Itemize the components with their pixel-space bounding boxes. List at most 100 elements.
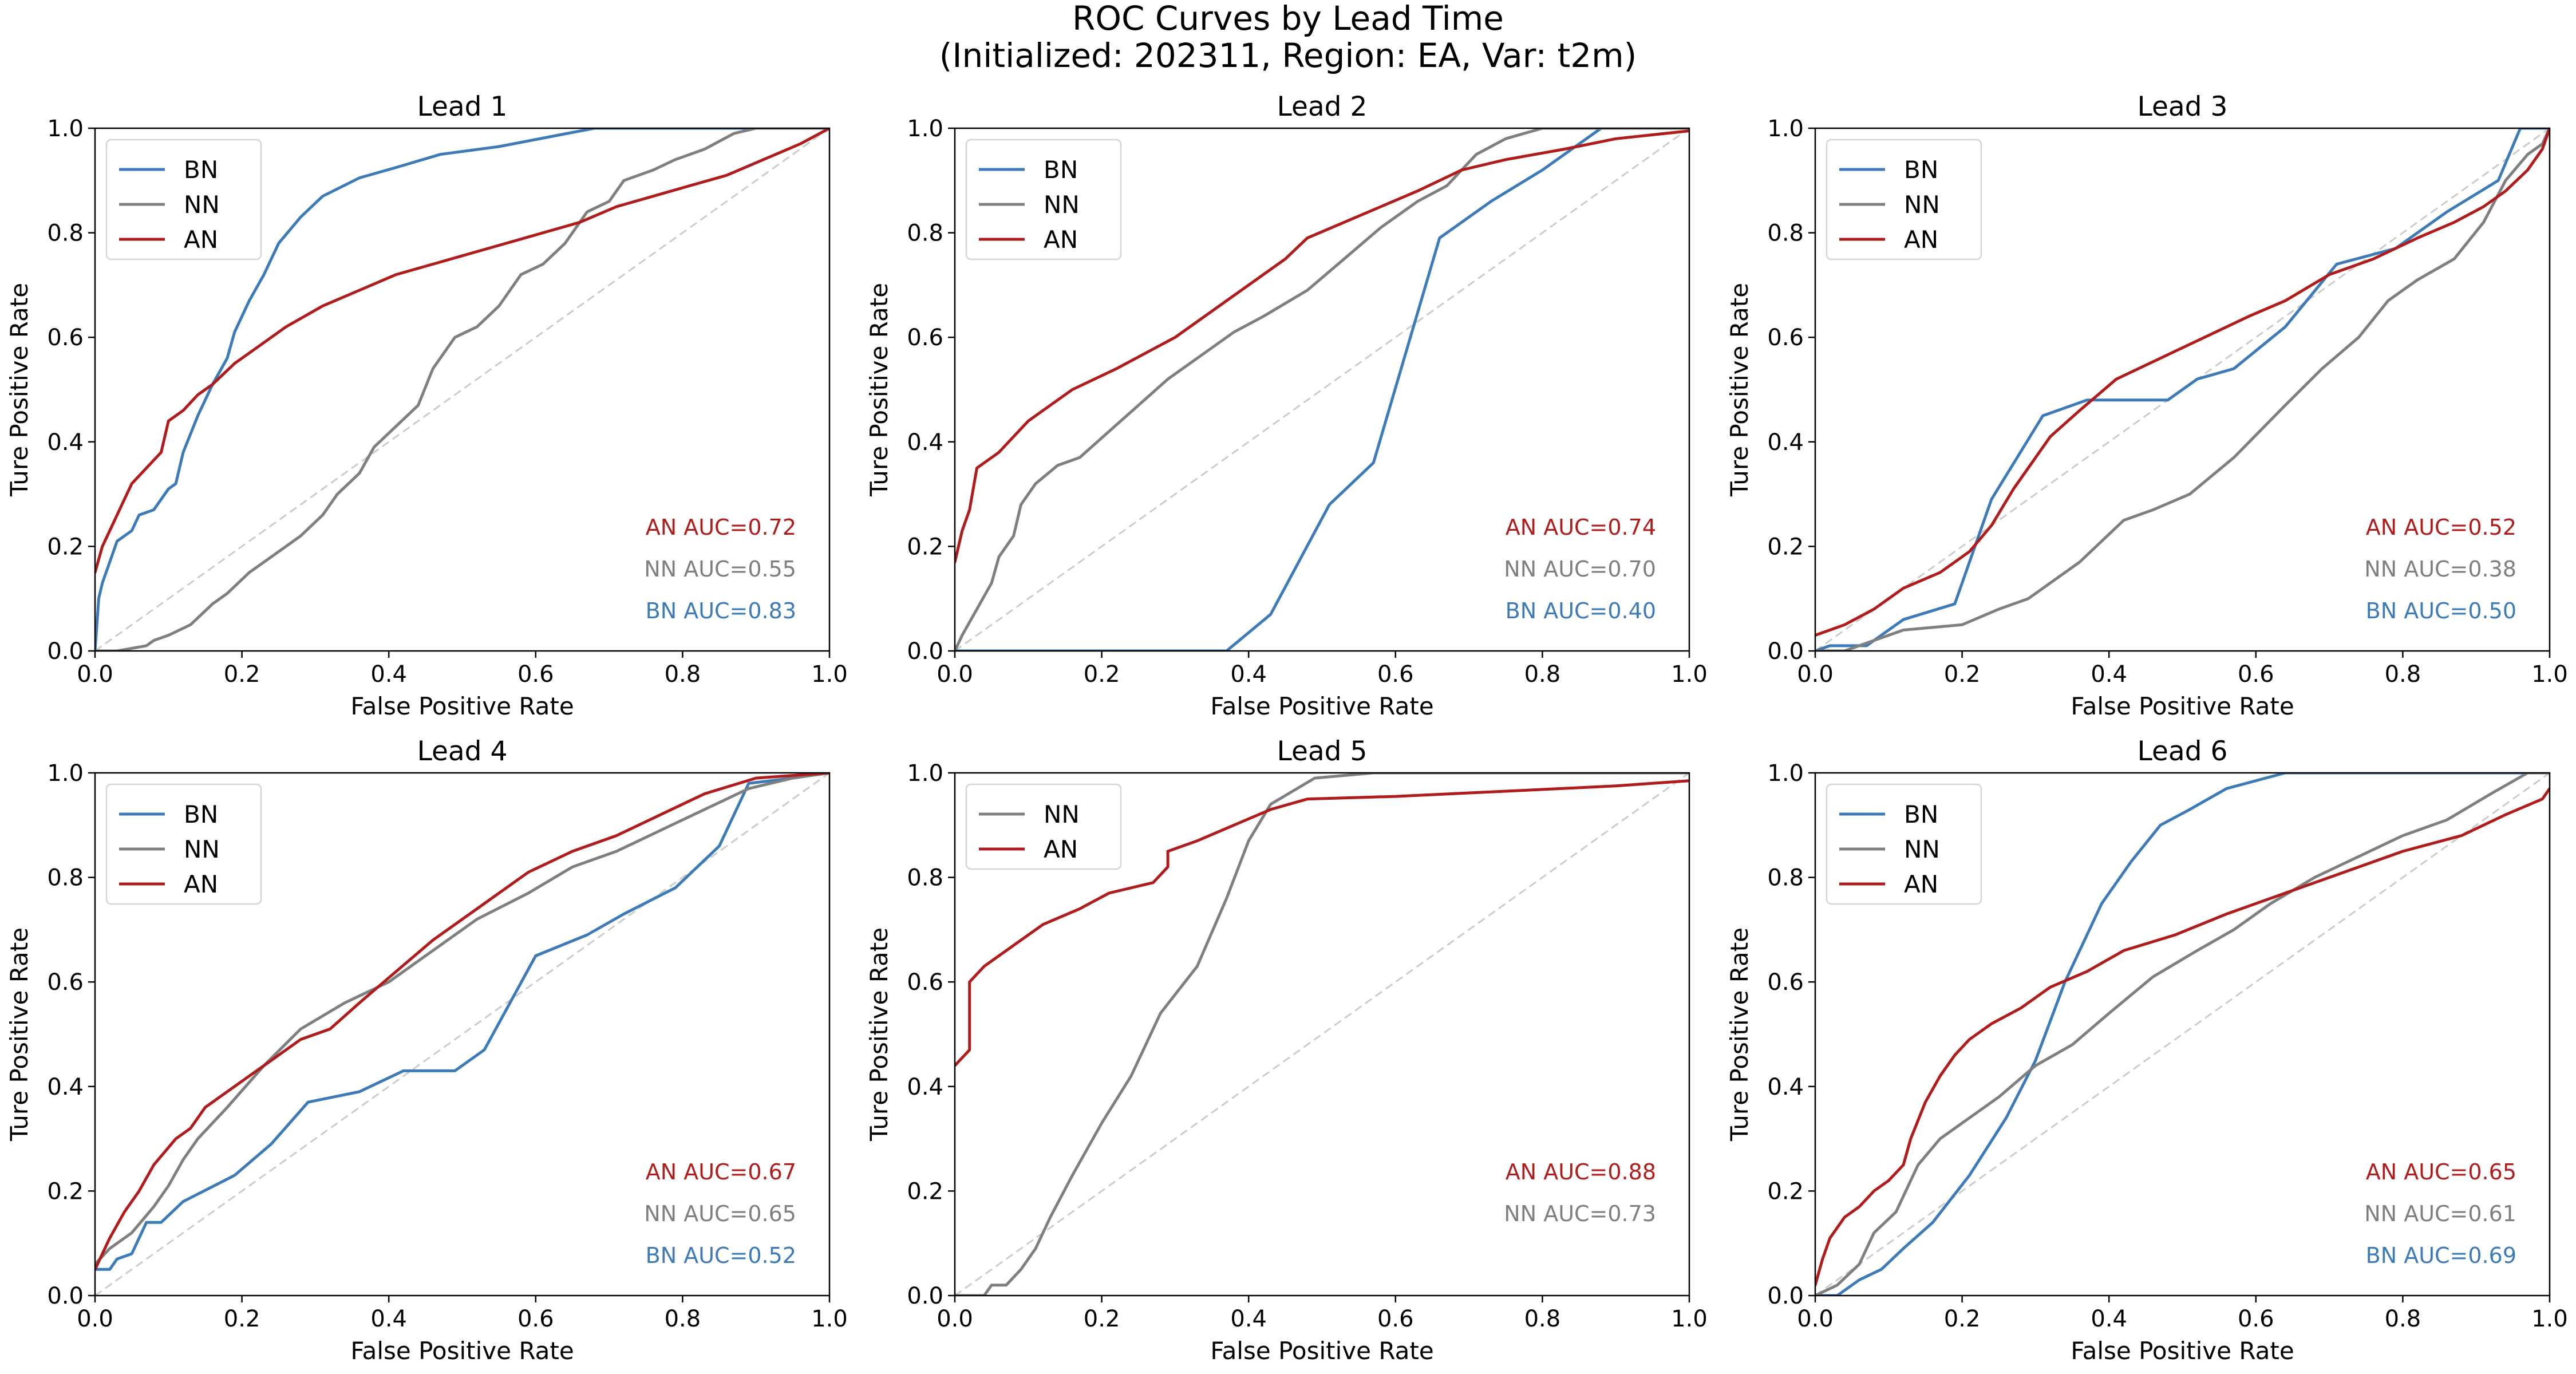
y-axis-label: Ture Positive Rate: [865, 283, 893, 497]
auc-annotation: BN AUC=0.50: [2366, 598, 2516, 623]
series-line-an: [1815, 128, 2550, 637]
x-tick-label: 0.2: [224, 1306, 260, 1332]
plot-frame: [94, 772, 831, 1297]
series-group: [955, 773, 1689, 1296]
x-axis-label: False Positive Rate: [350, 692, 574, 720]
y-axis-label: Ture Positive Rate: [5, 283, 33, 497]
legend-label-bn: BN: [1904, 156, 1938, 184]
y-tick-label: 0.6: [47, 969, 84, 996]
y-tick-label: 0.8: [907, 865, 943, 891]
x-tick-label: 0.6: [517, 1306, 554, 1332]
y-tick-label: 0.4: [907, 429, 943, 456]
x-tick-label: 0.2: [1084, 661, 1120, 688]
chart-panel: 0.0 0.2 0.4 0.6 0.8 1.0 0.0 0.2 0.4 0.6 0.8 1.0 Fals…: [865, 736, 1708, 1365]
legend-label-an: AN: [1904, 226, 1938, 254]
y-tick-label: 0.6: [907, 325, 943, 351]
auc-annotation: BN AUC=0.83: [646, 598, 796, 623]
x-tick-label: 0.4: [1230, 1306, 1267, 1332]
panel-title: Lead 1: [417, 91, 508, 123]
x-tick-label: 0.0: [937, 1306, 973, 1332]
y-tick-label: 0.4: [907, 1074, 943, 1100]
y-tick-label: 0.6: [1767, 969, 1804, 996]
y-axis-label: Ture Positive Rate: [865, 927, 893, 1142]
x-tick-label: 0.0: [77, 1306, 113, 1332]
series-group: [955, 128, 1689, 651]
series-group: [1815, 773, 2550, 1296]
legend-label-nn: NN: [1904, 835, 1940, 863]
y-tick-label: 0.6: [907, 969, 943, 996]
legend-label-an: AN: [1044, 226, 1078, 254]
x-axis-label: False Positive Rate: [350, 1337, 574, 1365]
y-tick-label: 0.2: [1767, 534, 1804, 560]
series-line-nn: [1815, 773, 2550, 1296]
figure-subtitle: (Initialized: 202311, Region: EA, Var: t…: [939, 36, 1637, 75]
x-axis-label: False Positive Rate: [1210, 1337, 1433, 1365]
figure-title: ROC Curves by Lead Time: [1072, 0, 1504, 38]
y-tick-label: 0.2: [47, 1178, 84, 1205]
series-line-nn: [1815, 128, 2550, 651]
panel-title: Lead 2: [1277, 91, 1368, 123]
x-tick-label: 1.0: [811, 1306, 848, 1332]
y-tick-label: 0.8: [47, 220, 84, 247]
legend-label-bn: BN: [1044, 156, 1078, 184]
auc-annotation: AN AUC=0.52: [2366, 515, 2516, 540]
legend-label-an: AN: [184, 226, 218, 254]
chart-panel: 0.0 0.2 0.4 0.6 0.8 1.0 0.0 0.2 0.4 0.6 0.8 1.0 Fals…: [1725, 91, 2568, 720]
auc-annotation: AN AUC=0.65: [2366, 1159, 2516, 1185]
y-tick-label: 0.2: [907, 534, 943, 560]
y-tick-label: 1.0: [907, 760, 943, 787]
panel-title: Lead 5: [1277, 736, 1368, 767]
series-line-an: [1815, 787, 2550, 1287]
x-tick-label: 0.6: [2238, 661, 2274, 688]
series-line-an: [95, 773, 829, 1271]
y-tick-label: 1.0: [907, 116, 943, 142]
y-axis-label: Ture Positive Rate: [1725, 927, 1753, 1142]
auc-annotation: NN AUC=0.70: [1504, 556, 1656, 582]
legend-label-bn: BN: [184, 800, 218, 828]
y-tick-label: 0.8: [907, 220, 943, 247]
x-tick-label: 0.8: [2385, 1306, 2421, 1332]
x-tick-label: 0.0: [77, 661, 113, 688]
x-tick-label: 0.4: [2091, 661, 2127, 688]
legend-label-nn: NN: [184, 191, 220, 219]
chart-panel: 0.0 0.2 0.4 0.6 0.8 1.0 0.0 0.2 0.4 0.6 0.8 1.0 Fals…: [5, 736, 848, 1365]
series-line-an: [95, 128, 829, 574]
y-tick-label: 0.0: [907, 638, 943, 665]
series-line-bn: [95, 128, 829, 651]
chart-panel: 0.0 0.2 0.4 0.6 0.8 1.0 0.0 0.2 0.4 0.6 0.8 1.0 Fals…: [5, 91, 848, 720]
legend-label-bn: BN: [1904, 800, 1938, 828]
y-tick-label: 0.8: [1767, 220, 1804, 247]
x-tick-label: 0.0: [1797, 661, 1834, 688]
y-tick-label: 0.6: [1767, 325, 1804, 351]
y-tick-label: 0.2: [1767, 1178, 1804, 1205]
x-tick-label: 0.2: [1944, 1306, 1981, 1332]
chart-panel: 0.0 0.2 0.4 0.6 0.8 1.0 0.0 0.2 0.4 0.6 0.8 1.0 Fals…: [1725, 736, 2568, 1365]
x-tick-label: 1.0: [2531, 1306, 2568, 1332]
y-tick-label: 0.2: [907, 1178, 943, 1205]
auc-annotation: BN AUC=0.69: [2366, 1243, 2516, 1268]
legend-label-nn: NN: [1904, 191, 1940, 219]
x-tick-label: 0.0: [937, 661, 973, 688]
x-axis-label: False Positive Rate: [2071, 1337, 2294, 1365]
x-tick-label: 0.4: [2091, 1306, 2127, 1332]
y-tick-label: 0.0: [1767, 638, 1804, 665]
y-tick-label: 1.0: [47, 760, 84, 787]
legend-label-an: AN: [1904, 870, 1938, 898]
x-tick-label: 1.0: [811, 661, 848, 688]
y-tick-label: 0.8: [47, 865, 84, 891]
x-tick-label: 0.6: [1377, 661, 1414, 688]
x-tick-label: 1.0: [1671, 661, 1708, 688]
plot-frame: [1814, 127, 2551, 652]
x-tick-label: 1.0: [1671, 1306, 1708, 1332]
x-tick-label: 0.2: [1084, 1306, 1120, 1332]
auc-annotation: AN AUC=0.74: [1506, 515, 1656, 540]
y-tick-label: 0.8: [1767, 865, 1804, 891]
auc-annotation: AN AUC=0.67: [646, 1159, 796, 1185]
x-tick-label: 1.0: [2531, 661, 2568, 688]
x-axis-label: False Positive Rate: [2071, 692, 2294, 720]
series-line-bn: [1815, 773, 2550, 1296]
y-tick-label: 0.0: [1767, 1283, 1804, 1309]
series-group: [1815, 128, 2550, 651]
x-tick-label: 0.6: [517, 661, 554, 688]
